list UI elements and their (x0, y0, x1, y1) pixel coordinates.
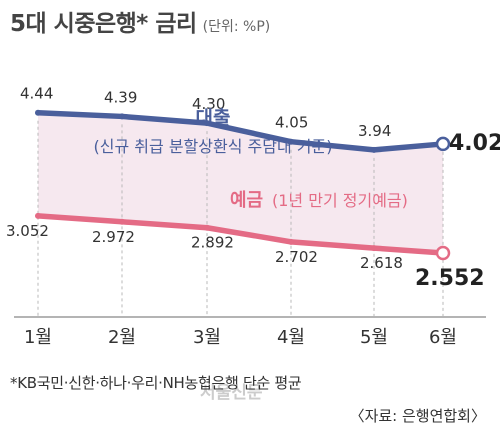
loan-point (119, 113, 125, 120)
deposit-point (288, 238, 294, 245)
deposit-point (435, 245, 451, 261)
x-tick-label: 4월 (277, 327, 305, 348)
deposit-value-label: 3.052 (6, 222, 49, 240)
deposit-point (119, 218, 125, 225)
deposit-point (35, 212, 41, 219)
x-tick-label: 2월 (108, 327, 136, 348)
loan-point (371, 146, 377, 153)
deposit-series-subtitle: (1년 만기 정기예금) (272, 191, 408, 210)
deposit-point (204, 224, 210, 231)
loan-point (35, 109, 41, 116)
loan-series-subtitle: (신규 취급 분할상환식 주담대 기준) (94, 137, 333, 156)
x-tick-label: 1월 (24, 327, 52, 348)
x-tick-label: 6월 (429, 327, 457, 348)
loan-line (35, 109, 446, 153)
deposit-series-name: 예금 (230, 190, 263, 211)
deposit-value-label: 2.972 (92, 228, 135, 246)
loan-value-label: 4.05 (275, 114, 308, 132)
chart-header: 5대 시중은행* 금리 (단위: %P) (10, 4, 270, 38)
source-note: 〈자료: 은행연합회〉 (349, 407, 486, 425)
loan-value-label: 4.44 (20, 85, 53, 103)
deposit-value-label: 2.618 (360, 254, 403, 272)
loan-point (288, 138, 294, 145)
x-tick-label: 3월 (193, 327, 221, 348)
loan-point (435, 136, 451, 152)
loan-value-label: 3.94 (358, 122, 391, 140)
loan-value-label: 4.30 (192, 95, 225, 113)
loan-point (204, 120, 210, 127)
deposit-value-label: 2.702 (275, 248, 318, 266)
deposit-point (371, 245, 377, 252)
loan-value-label: 4.39 (104, 88, 137, 106)
watermark-logo: 서울신문 (200, 383, 263, 403)
x-tick-label: 5월 (360, 327, 388, 348)
deposit-line (35, 213, 446, 256)
loan-value-label: 4.02 (449, 131, 500, 156)
unit-label: (단위: %P) (202, 19, 271, 35)
loan-series-name: 대출 (196, 107, 231, 129)
deposit-value-label: 2.892 (191, 234, 234, 252)
footnote: *KB국민·신한·하나·우리·NH농협은행 단순 평균 (10, 374, 302, 392)
deposit-value-label: 2.552 (415, 266, 485, 291)
chart-title: 5대 시중은행* 금리 (10, 11, 197, 37)
